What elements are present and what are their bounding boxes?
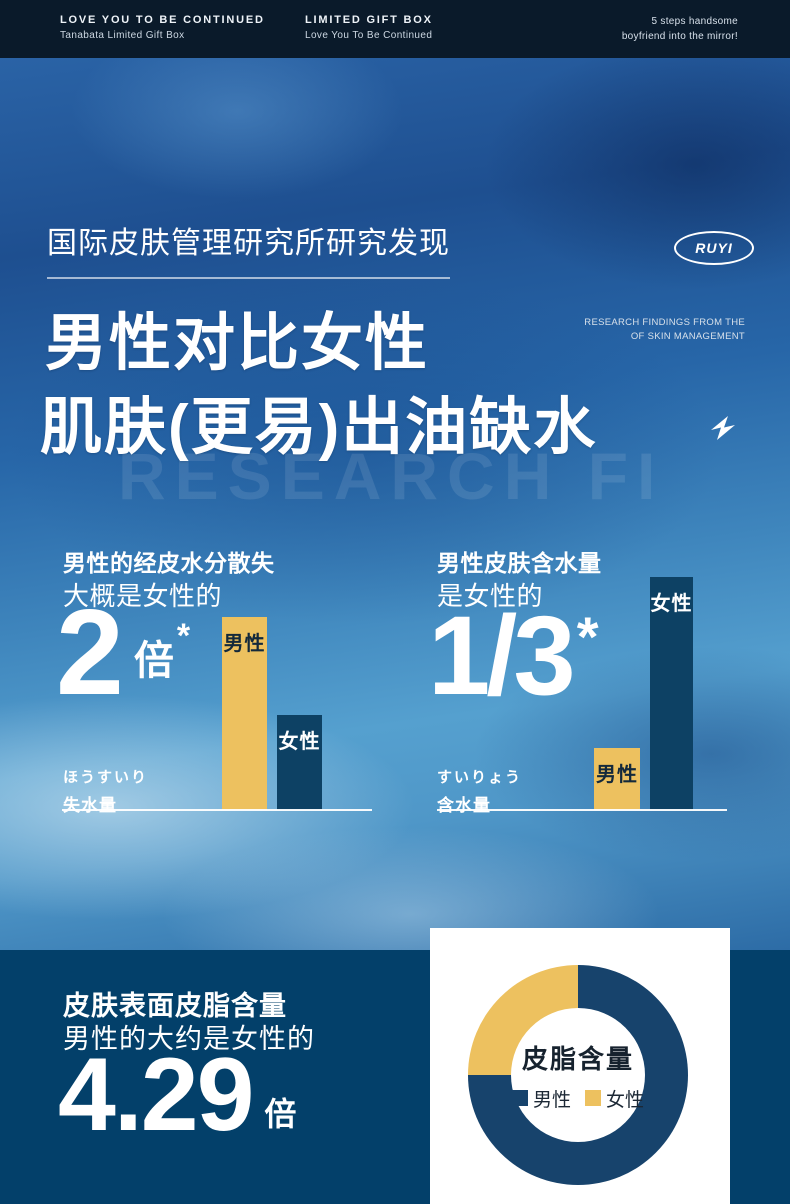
- top-banner: LOVE YOU TO BE CONTINUED Tanabata Limite…: [0, 0, 790, 58]
- sebum-stat-unit: 倍: [264, 1095, 297, 1132]
- hero-title-line1: 男性对比女性: [45, 309, 430, 378]
- tewl-chart-title: 男性的经皮水分散失: [63, 550, 275, 576]
- tewl-axis-label-cn: 失水量: [63, 796, 117, 815]
- legend-label-female: 女性: [606, 1089, 645, 1111]
- tewl-stat-value: 2: [56, 584, 124, 720]
- hydration-bar-female-label: 女性: [650, 593, 693, 615]
- sebum-donut-ring: 皮脂含量 男性 女性: [468, 965, 688, 1185]
- tewl-stat-unit: 倍: [133, 639, 174, 684]
- banner-center: LIMITED GIFT BOX Love You To Be Continue…: [305, 14, 433, 41]
- eyebrow-heading: 国际皮肤管理研究所研究发现: [47, 227, 450, 260]
- hydration-bar-female: 女性: [650, 577, 693, 810]
- tewl-stat-asterisk: *: [176, 617, 191, 656]
- hydration-axis-label-jp: すいりょう: [437, 769, 523, 786]
- sebum-subtitle: 男性的大约是女性的: [63, 1024, 315, 1054]
- sebum-stat-value: 4.29: [58, 1037, 254, 1153]
- brand-badge-label: RUYI: [695, 240, 733, 256]
- hydration-bar-male: 男性: [594, 748, 640, 810]
- banner-left: LOVE YOU TO BE CONTINUED Tanabata Limite…: [60, 14, 265, 41]
- donut-legend: 男性 女性: [511, 1085, 644, 1112]
- zigzag-icon: [708, 414, 738, 447]
- hydration-stat: 1/3 *: [428, 600, 599, 712]
- tewl-chart-subtitle: 大概是女性的: [63, 581, 223, 611]
- hydration-bar-male-label: 男性: [596, 764, 638, 786]
- tewl-bar-female: 女性: [277, 715, 322, 810]
- banner-right-line1: 5 steps handsome: [651, 16, 738, 27]
- legend-swatch-male: [511, 1090, 528, 1106]
- research-note-line1: RESEARCH FINDINGS FROM THE: [584, 317, 745, 328]
- legend-swatch-female: [585, 1090, 601, 1106]
- donut-title: 皮脂含量: [521, 1043, 634, 1074]
- banner-right-line2: boyfriend into the mirror!: [621, 31, 738, 42]
- eyebrow-underline: 国际皮肤管理研究所研究发现: [47, 218, 450, 279]
- brand-badge: RUYI: [674, 231, 754, 265]
- banner-left-subtitle: Tanabata Limited Gift Box: [60, 30, 185, 41]
- tewl-axis-label-jp: ほうすいり: [63, 769, 149, 786]
- donut-card: 皮脂含量 男性 女性: [430, 928, 730, 1204]
- tewl-axis-line: [62, 809, 372, 811]
- banner-right: 5 steps handsome boyfriend into the mirr…: [622, 14, 738, 44]
- research-note-line2: OF SKIN MANAGEMENT: [630, 331, 745, 343]
- hydration-chart-title: 男性皮肤含水量: [437, 550, 602, 576]
- legend-item-male: 男性: [511, 1085, 571, 1112]
- hydration-chart-subtitle: 是女性的: [437, 581, 544, 611]
- tewl-bar-male: 男性: [222, 617, 267, 810]
- hydration-stat-asterisk: *: [576, 605, 599, 668]
- banner-center-title: LIMITED GIFT BOX: [305, 14, 433, 26]
- hydration-axis-label-cn: 含水量: [437, 796, 491, 815]
- research-note: RESEARCH FINDINGS FROM THE OF SKIN MANAG…: [584, 316, 745, 345]
- sebum-title: 皮肤表面皮脂含量: [63, 991, 287, 1021]
- banner-left-title: LOVE YOU TO BE CONTINUED: [60, 14, 265, 26]
- sebum-stat: 4.29 倍: [58, 1037, 297, 1153]
- hydration-axis-line: [437, 809, 727, 811]
- tewl-bar-female-label: 女性: [278, 731, 321, 753]
- research-watermark: RESEARCH FI: [118, 439, 665, 513]
- legend-label-male: 男性: [532, 1089, 571, 1111]
- hydration-axis-labels: すいりょう 含水量: [437, 766, 522, 816]
- hydration-stat-value: 1/3: [428, 593, 576, 718]
- legend-item-female: 女性: [585, 1085, 644, 1112]
- sebum-donut-center: 皮脂含量 男性 女性: [511, 1008, 645, 1142]
- hero-title-line2: 肌肤(更易)出油缺水: [40, 393, 598, 462]
- tewl-stat: 2 倍 *: [56, 584, 191, 720]
- tewl-axis-labels: ほうすいり 失水量: [63, 766, 148, 816]
- tewl-bar-male-label: 男性: [223, 633, 266, 655]
- banner-center-subtitle: Love You To Be Continued: [305, 30, 433, 41]
